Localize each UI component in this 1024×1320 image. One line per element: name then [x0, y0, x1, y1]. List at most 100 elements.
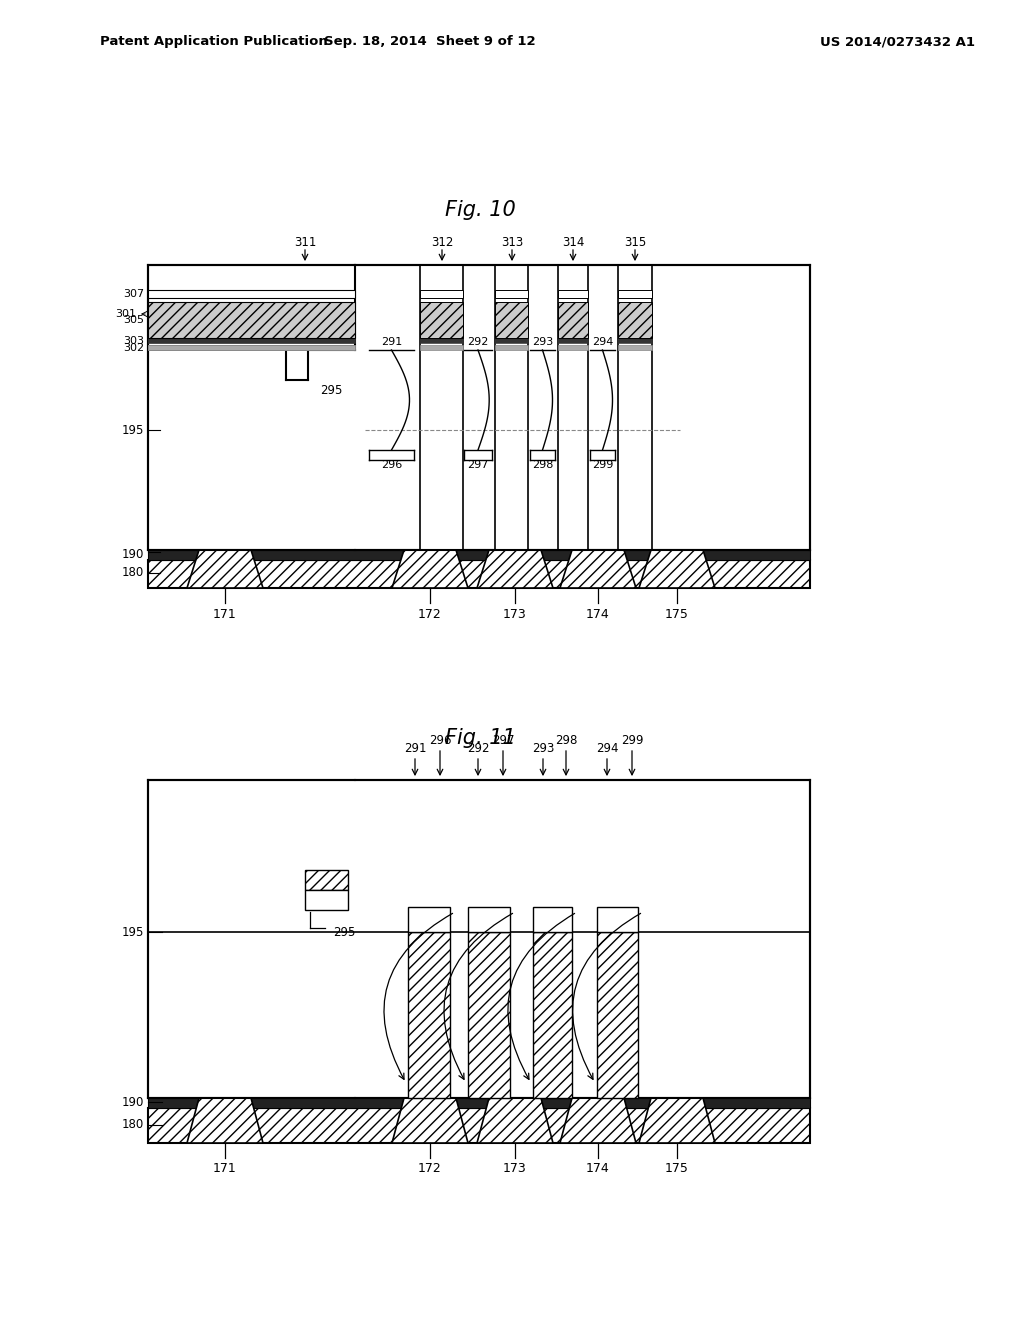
Bar: [305, 870, 348, 890]
Bar: [618, 302, 652, 338]
Text: 301: 301: [115, 309, 136, 319]
Bar: [408, 907, 450, 932]
Text: 315: 315: [624, 236, 646, 249]
Text: 166: 166: [419, 915, 439, 924]
Bar: [495, 302, 528, 338]
Text: Fig. 11: Fig. 11: [444, 729, 515, 748]
Text: 307: 307: [123, 289, 144, 300]
Bar: [495, 338, 528, 343]
Text: 162: 162: [478, 1063, 500, 1073]
Bar: [148, 302, 355, 338]
Text: 180: 180: [122, 566, 144, 579]
Text: 173: 173: [503, 1163, 527, 1176]
Text: 299: 299: [592, 459, 613, 470]
Bar: [408, 932, 450, 1098]
Text: 174: 174: [586, 607, 610, 620]
Polygon shape: [392, 550, 468, 587]
Bar: [468, 932, 510, 1098]
Text: 298: 298: [555, 734, 578, 747]
Text: 163: 163: [542, 1063, 563, 1073]
Text: 164: 164: [607, 1063, 628, 1073]
Bar: [534, 932, 572, 1098]
Bar: [148, 560, 810, 587]
Bar: [495, 265, 528, 550]
Text: 292: 292: [467, 337, 488, 347]
Text: 291: 291: [403, 742, 426, 755]
Polygon shape: [560, 1098, 636, 1143]
Bar: [468, 907, 510, 932]
Text: 297: 297: [492, 734, 514, 747]
Text: 298: 298: [531, 459, 553, 470]
Bar: [420, 302, 463, 338]
Bar: [148, 1098, 810, 1107]
Bar: [558, 265, 588, 550]
Bar: [305, 890, 348, 909]
Polygon shape: [560, 550, 636, 587]
Polygon shape: [477, 1098, 553, 1143]
Bar: [148, 265, 810, 550]
Text: 175: 175: [665, 607, 689, 620]
Text: 294: 294: [596, 742, 618, 755]
Text: 313: 313: [501, 236, 523, 249]
Text: 161: 161: [419, 1063, 439, 1073]
Bar: [420, 345, 463, 350]
Bar: [558, 302, 588, 338]
Bar: [618, 338, 652, 343]
Text: 172: 172: [418, 1163, 442, 1176]
Text: 292: 292: [467, 742, 489, 755]
Text: 190: 190: [122, 1096, 144, 1109]
Bar: [618, 265, 652, 550]
Bar: [148, 345, 355, 350]
Text: 171: 171: [213, 607, 237, 620]
Text: 305: 305: [123, 315, 144, 325]
Text: 297: 297: [467, 459, 488, 470]
Bar: [558, 338, 588, 343]
Bar: [597, 932, 638, 1098]
Text: 295: 295: [333, 925, 355, 939]
Text: US 2014/0273432 A1: US 2014/0273432 A1: [820, 36, 975, 49]
Polygon shape: [187, 550, 263, 587]
Text: 168: 168: [542, 915, 563, 924]
Bar: [558, 290, 588, 298]
Text: 299: 299: [621, 734, 643, 747]
Text: 295: 295: [319, 384, 342, 396]
Bar: [148, 1107, 810, 1143]
Polygon shape: [639, 550, 715, 587]
Polygon shape: [187, 1098, 263, 1143]
Text: 302: 302: [123, 343, 144, 352]
Bar: [558, 345, 588, 350]
Text: 169: 169: [607, 915, 628, 924]
Bar: [495, 290, 528, 298]
Text: 294: 294: [592, 337, 613, 347]
Bar: [420, 265, 463, 550]
Text: 190: 190: [122, 548, 144, 561]
Text: 174: 174: [586, 1163, 610, 1176]
Bar: [148, 550, 810, 560]
Polygon shape: [477, 550, 553, 587]
Text: 165: 165: [315, 875, 337, 884]
Text: 195: 195: [122, 925, 144, 939]
Bar: [495, 345, 528, 350]
Text: Fig. 10: Fig. 10: [444, 201, 515, 220]
Text: 293: 293: [531, 742, 554, 755]
Text: 167: 167: [478, 915, 500, 924]
Text: 296: 296: [381, 459, 402, 470]
Bar: [148, 290, 355, 298]
Text: 180: 180: [122, 1118, 144, 1131]
Text: 303: 303: [123, 337, 144, 346]
Text: Patent Application Publication: Patent Application Publication: [100, 36, 328, 49]
Text: 171: 171: [213, 1163, 237, 1176]
Bar: [618, 345, 652, 350]
Text: 314: 314: [562, 236, 584, 249]
Bar: [597, 907, 638, 932]
Text: 291: 291: [381, 337, 402, 347]
Text: 175: 175: [665, 1163, 689, 1176]
Text: 173: 173: [503, 607, 527, 620]
Bar: [534, 907, 572, 932]
Bar: [148, 780, 810, 1098]
Bar: [618, 290, 652, 298]
Text: 312: 312: [431, 236, 454, 249]
Bar: [420, 290, 463, 298]
Text: Sep. 18, 2014  Sheet 9 of 12: Sep. 18, 2014 Sheet 9 of 12: [325, 36, 536, 49]
Polygon shape: [639, 1098, 715, 1143]
